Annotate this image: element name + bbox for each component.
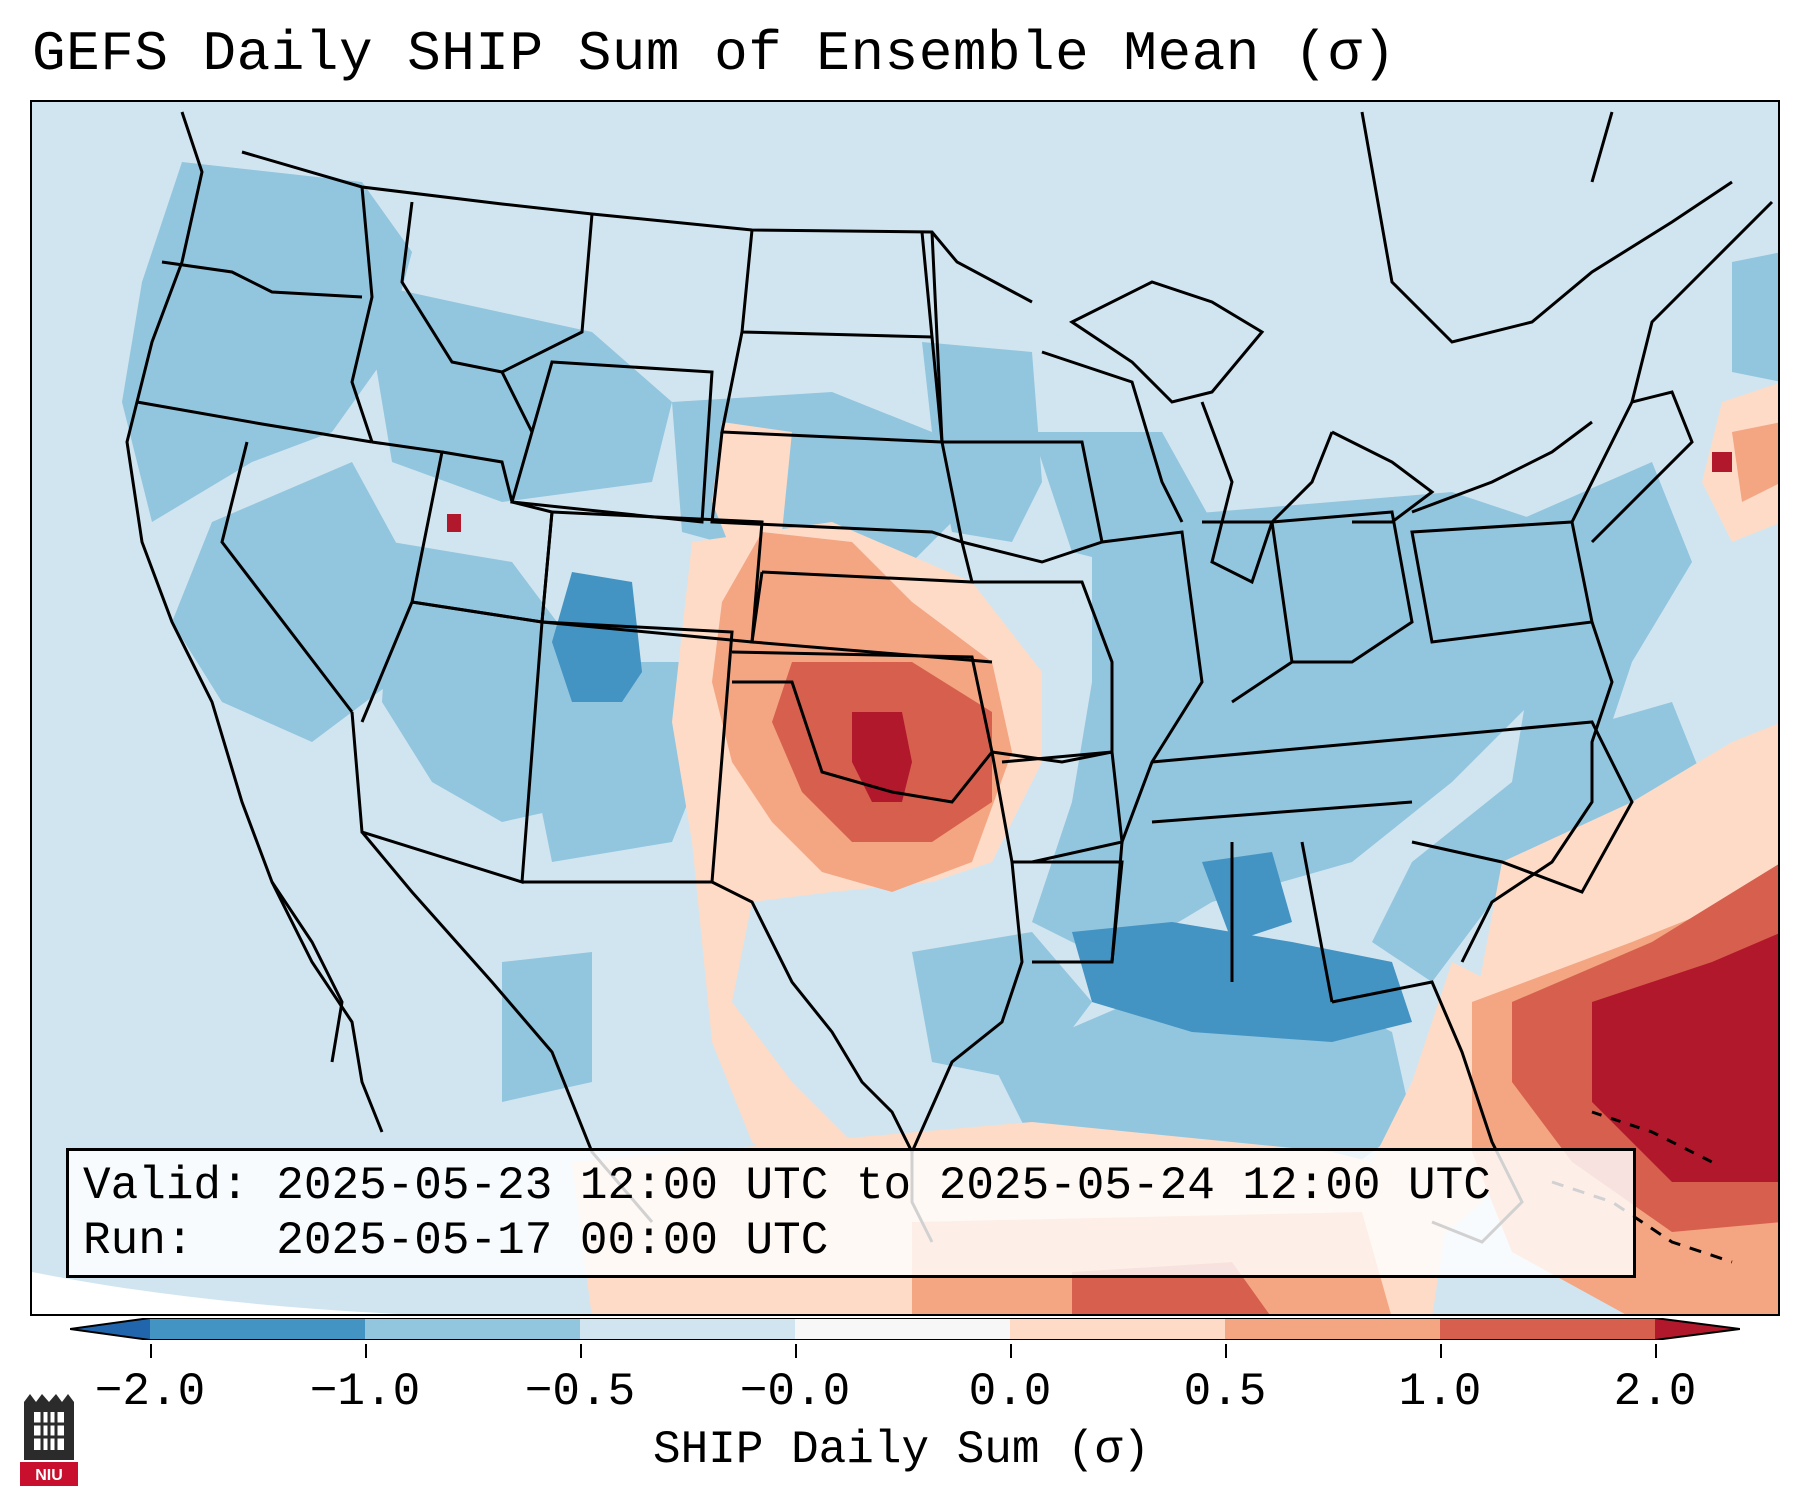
colorbar-seg-5 (1225, 1318, 1440, 1340)
map-svg (32, 111, 1778, 1314)
tick-mark (1440, 1344, 1442, 1358)
run-label: Run: (83, 1215, 194, 1267)
colorbar-seg-2 (580, 1318, 795, 1340)
anomaly-field (32, 162, 1778, 1314)
tick-label: −2.0 (94, 1366, 206, 1418)
colorbar-over-arrow (1655, 1318, 1740, 1340)
colorbar-seg-0 (150, 1318, 365, 1340)
colorbar-label: SHIP Daily Sum (σ) (653, 1424, 1150, 1476)
colorbar-seg-4 (1010, 1318, 1225, 1340)
tick-mark (1010, 1344, 1012, 1358)
tick-mark (150, 1344, 152, 1358)
tick-label: −0.0 (739, 1366, 851, 1418)
colorbar-under-arrow (70, 1318, 150, 1340)
info-box: Valid: 2025-05-23 12:00 UTC to 2025-05-2… (66, 1148, 1636, 1278)
tick-mark (1655, 1344, 1657, 1358)
tick-mark (1225, 1344, 1227, 1358)
colorbar (70, 1318, 1740, 1340)
map-panel[interactable] (30, 100, 1780, 1316)
tick-mark (365, 1344, 367, 1358)
tick-label: 2.0 (1613, 1366, 1697, 1418)
tick-label: −1.0 (309, 1366, 421, 1418)
map-title: GEFS Daily SHIP Sum of Ensemble Mean (σ) (32, 22, 1397, 86)
valid-label: Valid: (83, 1160, 249, 1212)
valid-value: 2025-05-23 12:00 UTC to 2025-05-24 12:00… (276, 1160, 1491, 1212)
tick-mark (795, 1344, 797, 1358)
tick-label: 0.0 (968, 1366, 1052, 1418)
tick-mark (580, 1344, 582, 1358)
colorbar-seg-3 (795, 1318, 1010, 1340)
tick-label: −0.5 (524, 1366, 636, 1418)
colorbar-seg-6 (1440, 1318, 1655, 1340)
colorbar-seg-1 (365, 1318, 580, 1340)
run-row: Run: 2025-05-17 00:00 UTC (83, 1214, 1633, 1269)
tick-label: 0.5 (1183, 1366, 1267, 1418)
niu-logo: NIU (20, 1394, 78, 1486)
logo-text: NIU (35, 1467, 63, 1484)
run-value: 2025-05-17 00:00 UTC (276, 1215, 829, 1267)
colorbar-ticks: −2.0 −1.0 −0.5 −0.0 0.0 0.5 1.0 2.0 (0, 1344, 1803, 1418)
valid-row: Valid: 2025-05-23 12:00 UTC to 2025-05-2… (83, 1159, 1633, 1214)
tick-label: 1.0 (1398, 1366, 1482, 1418)
